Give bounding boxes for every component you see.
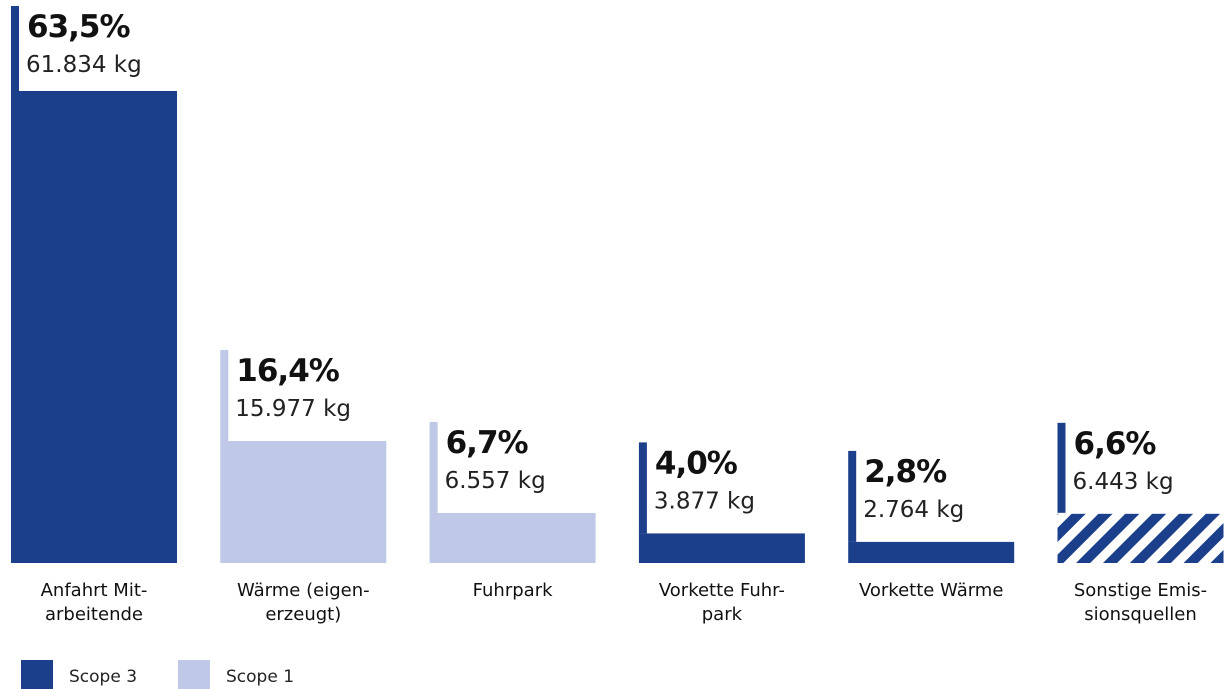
category-label: Vorkette Fuhr-: [659, 580, 785, 601]
percent-label: 4,0%: [655, 445, 738, 481]
category-label: Anfahrt Mit-: [41, 580, 148, 601]
value-label: 61.834 kg: [26, 52, 142, 78]
value-label: 3.877 kg: [654, 488, 755, 514]
bar: [11, 91, 177, 563]
legend-label: Scope 3: [69, 667, 137, 687]
category-label: park: [702, 604, 743, 625]
value-label: 6.557 kg: [445, 468, 546, 494]
percent-label: 16,4%: [236, 353, 339, 389]
legend-swatch: [21, 660, 53, 689]
legend: Scope 3 Scope 1: [21, 660, 294, 689]
bar: [220, 441, 387, 563]
category-label: erzeugt): [265, 604, 341, 625]
value-label: 6.443 kg: [1073, 469, 1174, 495]
bar: [1057, 513, 1224, 563]
value-label: 2.764 kg: [863, 497, 964, 523]
bars-layer: [11, 6, 1224, 563]
labels-layer: 63,5% 61.834 kg Anfahrt Mit-arbeitende 16,4…: [26, 9, 1207, 625]
legend-swatch: [178, 660, 210, 689]
bar-accent: [429, 421, 438, 513]
percent-label: 63,5%: [27, 9, 130, 45]
category-label: Fuhrpark: [473, 580, 553, 601]
value-label: 15.977 kg: [235, 396, 351, 422]
legend-label: Scope 1: [226, 667, 294, 687]
percent-label: 2,8%: [864, 454, 947, 490]
category-label: Vorkette Wärme: [859, 580, 1003, 601]
percent-label: 6,7%: [446, 425, 529, 461]
bar: [429, 512, 596, 563]
bar-accent: [1057, 422, 1066, 513]
bar-accent: [848, 450, 857, 542]
category-label: Sonstige Emis-: [1074, 580, 1207, 601]
category-label: sionsquellen: [1084, 604, 1197, 625]
bar-accent: [638, 442, 647, 534]
category-label: Wärme (eigen-: [237, 580, 370, 601]
bar: [848, 541, 1015, 563]
bar: [638, 533, 805, 563]
bar-accent: [11, 6, 19, 91]
category-label: arbeitende: [45, 604, 143, 625]
percent-label: 6,6%: [1074, 426, 1157, 462]
bar-accent: [220, 350, 229, 442]
